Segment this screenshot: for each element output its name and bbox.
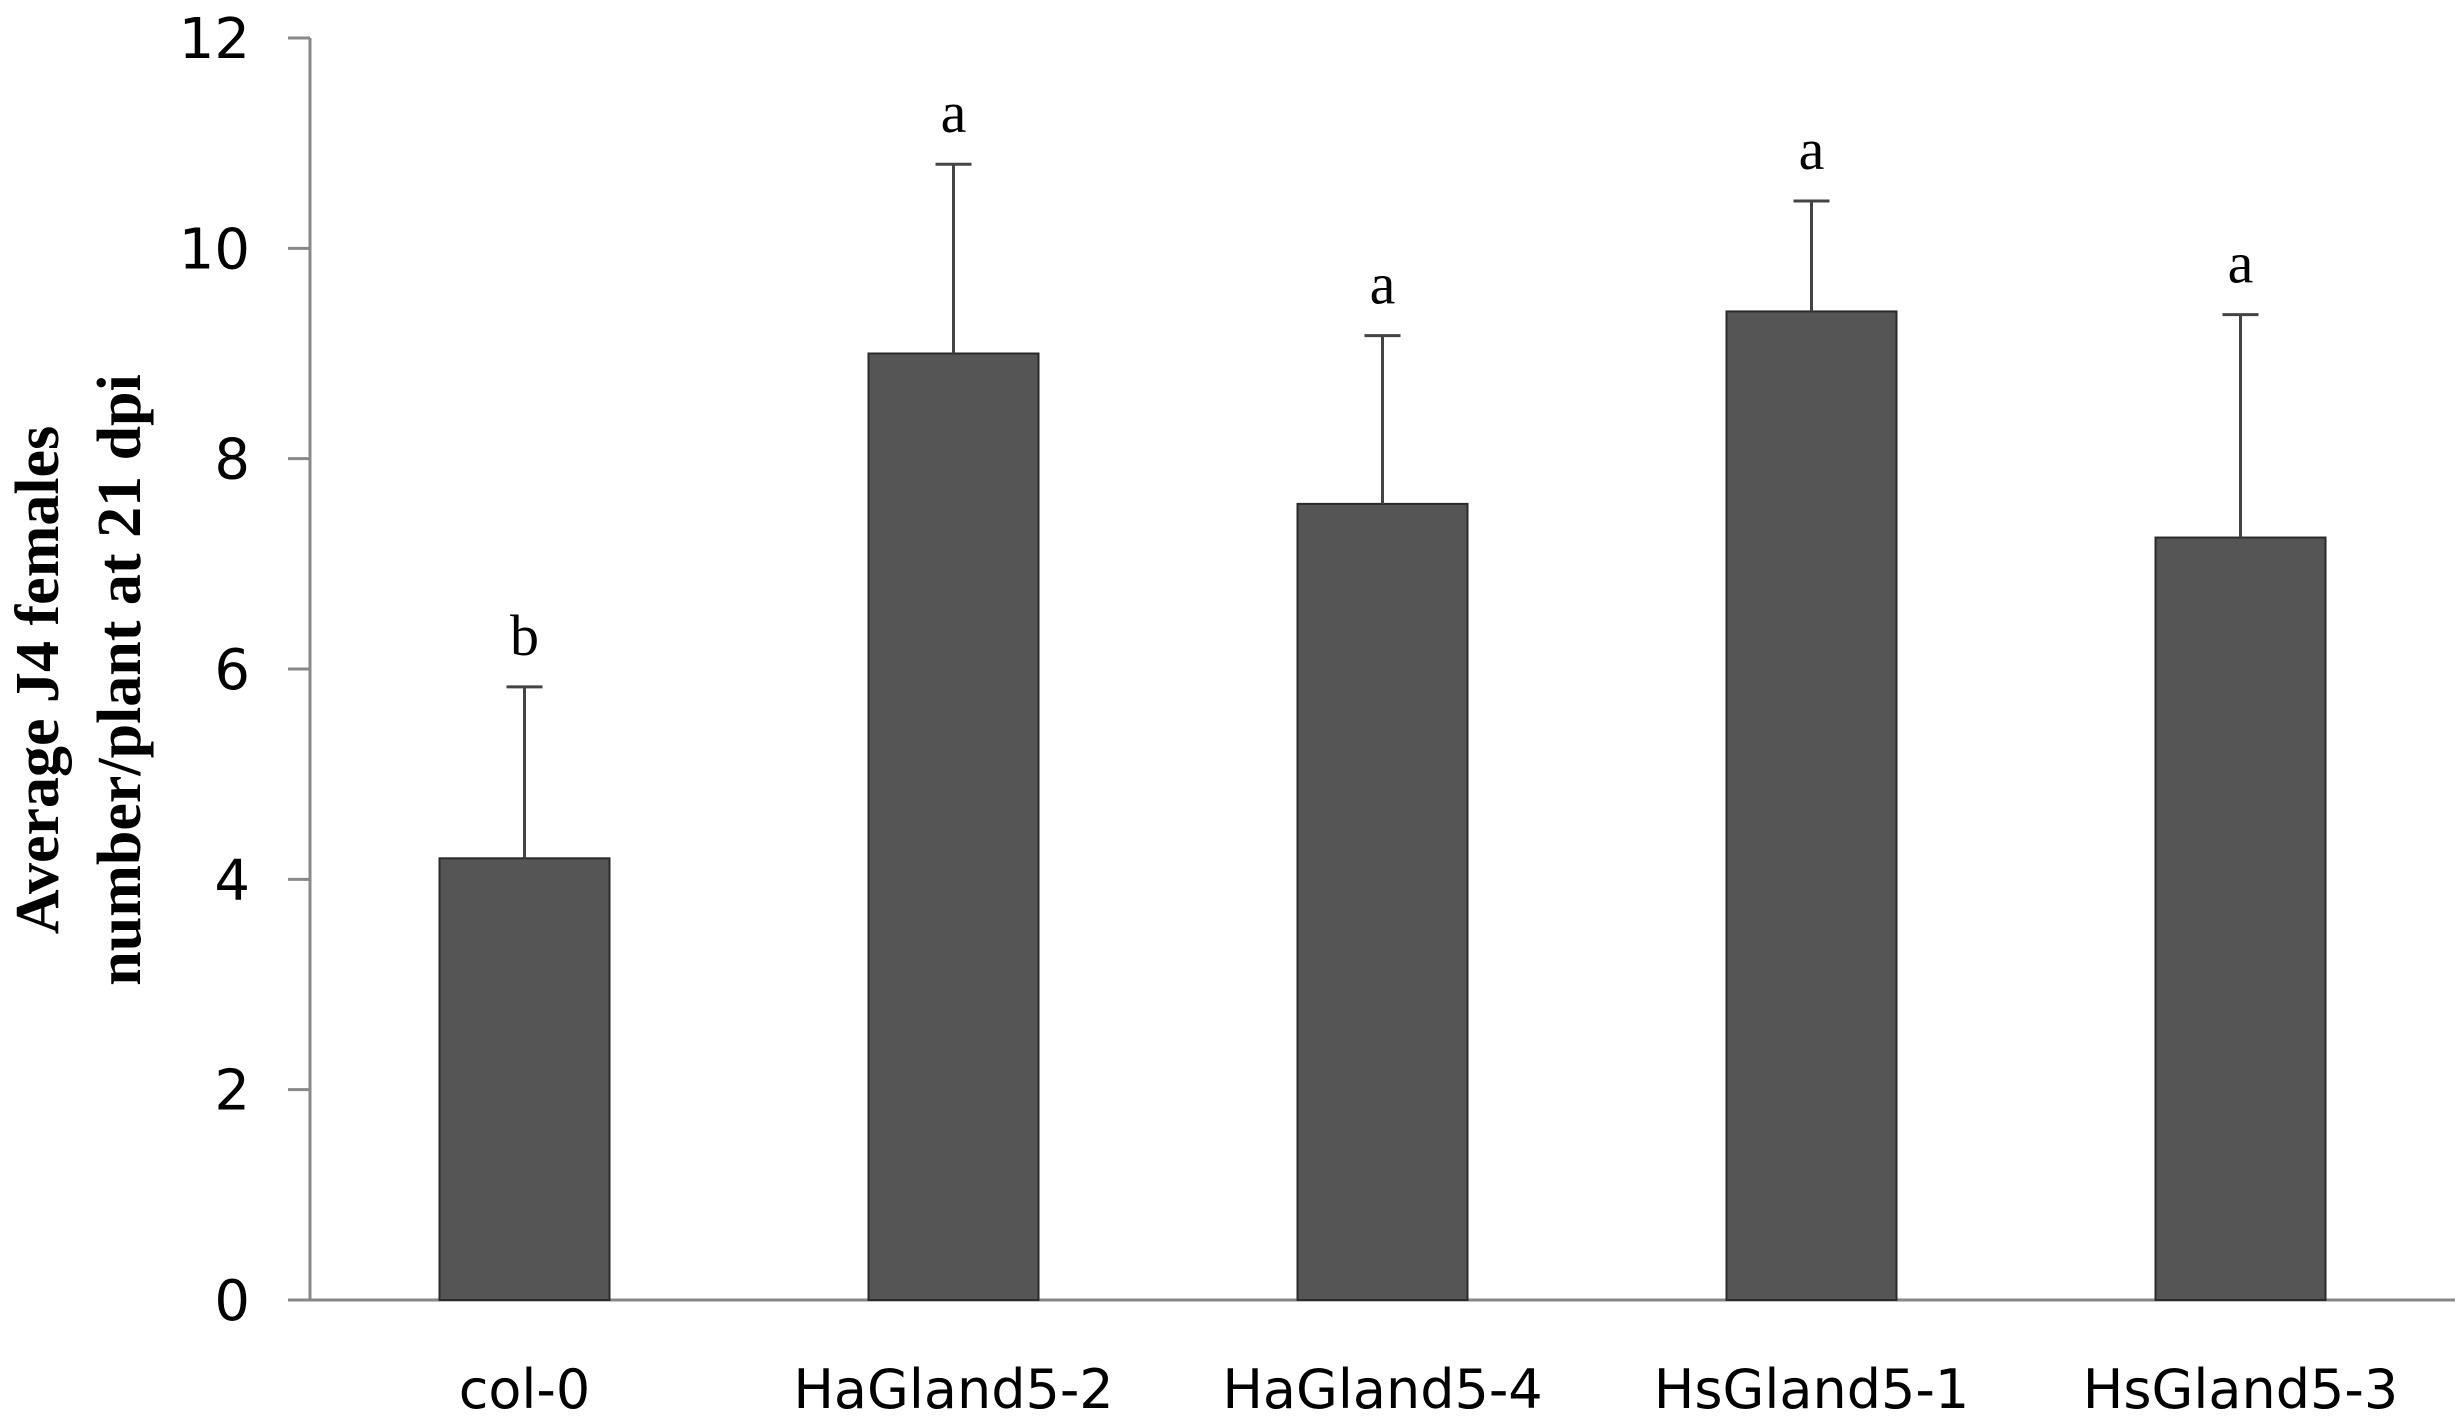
y-tick-label: 2	[214, 1059, 250, 1124]
y-tick-label: 12	[179, 7, 250, 72]
y-axis-title-line-1: Average J4 females	[4, 426, 72, 934]
significance-label: a	[1370, 252, 1396, 317]
x-tick-label: HaGland5-2	[793, 1358, 1113, 1421]
y-tick-label: 8	[214, 428, 250, 493]
y-tick-label: 10	[179, 217, 250, 282]
y-axis-title: Average J4 females number/plant at 21 dp…	[4, 374, 154, 986]
x-tick-labels: col-0 HaGland5-2 HaGland5-4 HsGland5-1 HsGla…	[459, 1358, 2398, 1421]
y-tick-label: 0	[214, 1269, 250, 1334]
bar-col-0	[438, 857, 611, 1301]
x-tick-label: HaGland5-4	[1222, 1358, 1542, 1421]
significance-label: a	[2228, 231, 2254, 296]
significance-labels: b a a a a	[510, 80, 2253, 668]
bar-hsgland5-3	[2154, 536, 2327, 1301]
y-tick-label: 6	[214, 638, 250, 703]
x-tick-label: HsGland5-1	[1654, 1358, 1969, 1421]
error-bars	[506, 162, 2259, 859]
significance-label: a	[1799, 117, 1825, 182]
bars	[438, 310, 2327, 1302]
bar-hsgland5-1	[1725, 310, 1898, 1301]
y-axis-title-line-2: number/plant at 21 dpi	[86, 374, 154, 986]
y-tick-label: 4	[214, 848, 250, 913]
y-ticks: 0 2 4 6 8 10 12	[179, 7, 310, 1334]
significance-label: a	[941, 80, 967, 145]
x-tick-label: col-0	[459, 1358, 591, 1421]
significance-label: b	[510, 603, 539, 668]
x-tick-label: HsGland5-3	[2083, 1358, 2398, 1421]
bar-hagland5-2	[867, 352, 1040, 1301]
bar-hagland5-4	[1296, 502, 1469, 1302]
